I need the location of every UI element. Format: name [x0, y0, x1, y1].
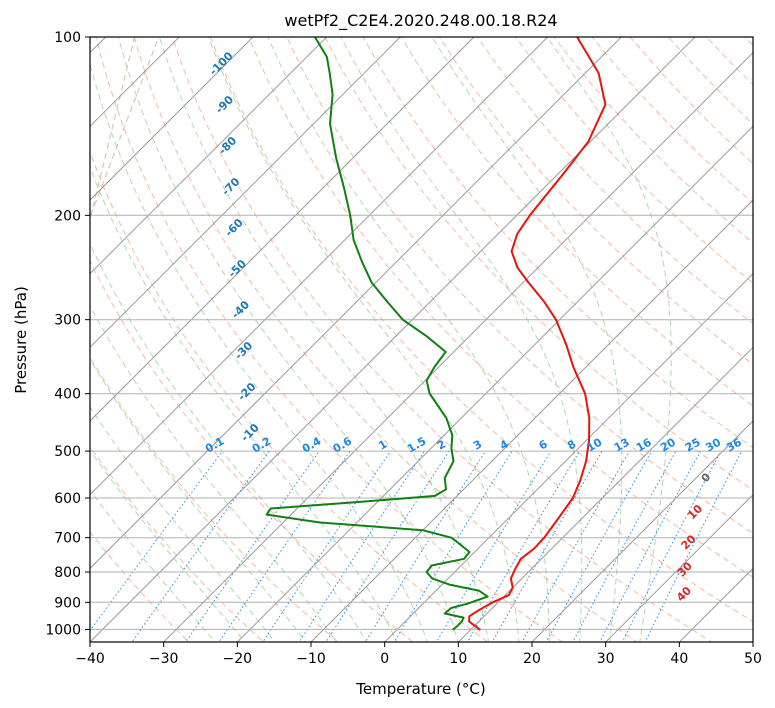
moist-adiabat-line [546, 37, 672, 642]
x-axis-title: Temperature (°C) [355, 680, 485, 698]
isotherm-line [310, 199, 753, 642]
y-tick-label: 400 [54, 387, 81, 403]
isotherm-line [604, 493, 753, 642]
isotherm-line [90, 37, 623, 570]
x-tick-label: 30 [597, 651, 615, 667]
y-tick-label: 100 [54, 30, 81, 46]
isotherm-line [383, 272, 753, 642]
isotherm-line [90, 37, 328, 275]
isotherm-line [457, 346, 753, 642]
temperature-profile [468, 37, 607, 631]
x-tick-label: −10 [296, 651, 326, 667]
pressure-grid [90, 37, 753, 642]
x-tick-label: 10 [449, 651, 467, 667]
isotherm-line [90, 37, 254, 201]
moist-adiabat-line [208, 37, 520, 642]
moist-adiabat-line [431, 37, 623, 642]
plot-frame [89, 36, 754, 643]
isotherm-line [162, 51, 753, 642]
x-tick-label: −30 [149, 651, 179, 667]
x-tick-label: 0 [380, 651, 389, 667]
y-tick-label: 800 [54, 565, 81, 581]
moist-adiabat-line [340, 37, 583, 642]
isotherm-line [531, 420, 753, 642]
sounding-series [265, 37, 607, 631]
isotherm-line [90, 37, 475, 422]
x-tick-label: 40 [670, 651, 688, 667]
y-tick-label: 200 [54, 208, 81, 224]
y-tick-label: 300 [54, 313, 81, 329]
x-axis: −40 −30 −20 −10 0 10 20 30 40 50 [75, 642, 762, 667]
y-tick-label: 900 [54, 595, 81, 611]
y-axis: 100 200 300 400 500 600 700 800 900 1000 [45, 30, 90, 638]
isotherm-line [90, 37, 549, 496]
chart-title: wetPf2_C2E4.2020.248.00.18.R24 [284, 11, 557, 31]
moist-adiabat-line [90, 305, 337, 642]
isotherm-line [90, 37, 696, 642]
dry-adiabat-line [362, 37, 753, 449]
y-tick-label: 1000 [45, 622, 81, 638]
moist-adiabat-line [267, 37, 550, 642]
dewpoint-profile [265, 37, 489, 631]
y-tick-label: 600 [54, 491, 81, 507]
x-tick-label: −40 [75, 651, 105, 667]
y-axis-title: Pressure (hPa) [12, 286, 30, 394]
x-tick-label: 20 [523, 651, 541, 667]
isotherm-line [236, 125, 753, 642]
y-tick-label: 500 [54, 444, 81, 460]
dry-adiabat-line [324, 37, 753, 491]
x-tick-label: 50 [744, 651, 762, 667]
dry-adiabat-line [400, 37, 753, 407]
dry-adiabat-line [438, 37, 753, 366]
y-tick-label: 700 [54, 531, 81, 547]
isotherm-line [90, 37, 402, 349]
x-tick-label: −20 [223, 651, 253, 667]
